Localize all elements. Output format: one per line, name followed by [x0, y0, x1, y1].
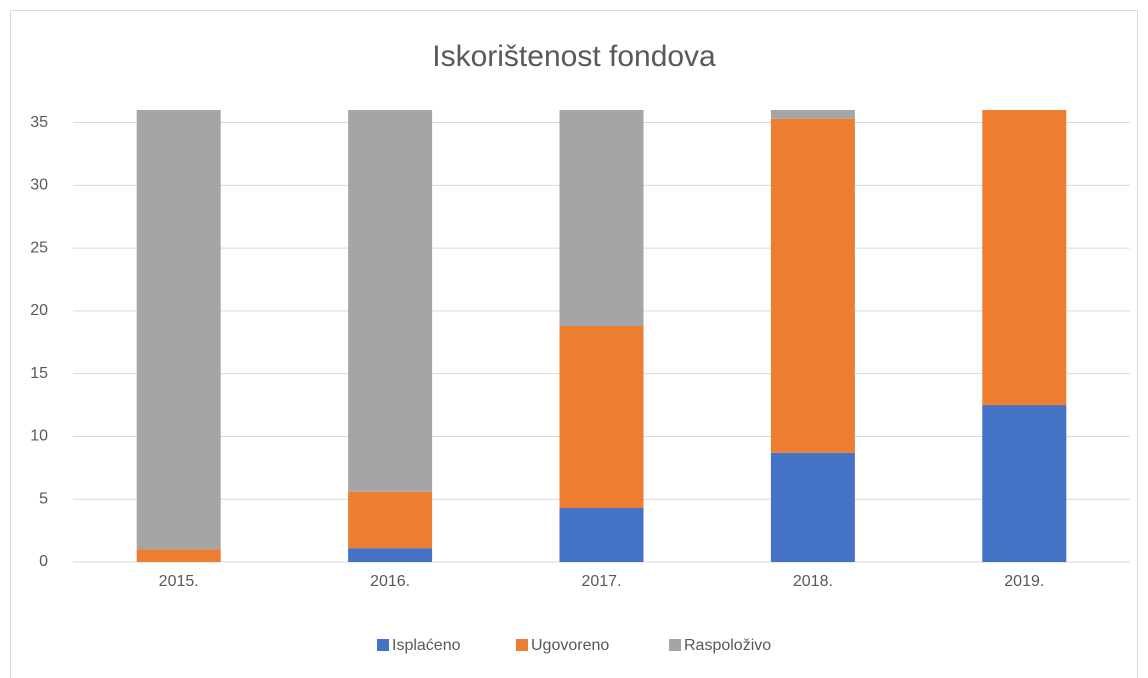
bar-segment	[770, 452, 855, 562]
y-tick-label: 30	[30, 177, 48, 194]
bar-segment	[770, 118, 855, 453]
bar-segment	[136, 110, 221, 550]
bar-segment	[982, 110, 1067, 406]
chart-border	[10, 10, 1138, 678]
bar-segment	[770, 110, 855, 119]
y-tick-label: 25	[30, 239, 48, 256]
legend-label: Ugovoreno	[531, 637, 609, 654]
chart-title: Iskorištenost fondova	[432, 40, 716, 73]
bar-segment	[136, 549, 221, 562]
bar-segment	[559, 325, 644, 509]
bar-segment	[348, 548, 433, 562]
bar-segment	[348, 110, 433, 492]
x-tick-label: 2019.	[1004, 573, 1044, 590]
legend-swatch	[516, 639, 528, 651]
x-tick-label: 2017.	[581, 573, 621, 590]
bar-segment	[559, 508, 644, 562]
y-tick-label: 20	[30, 302, 48, 319]
legend-swatch	[669, 639, 681, 651]
y-tick-label: 15	[30, 365, 48, 382]
y-tick-label: 10	[30, 428, 48, 445]
x-tick-label: 2018.	[793, 573, 833, 590]
legend-swatch	[377, 639, 389, 651]
bar-segment	[559, 110, 644, 326]
y-tick-label: 5	[39, 490, 48, 507]
bar-segment	[982, 405, 1067, 562]
y-tick-label: 0	[39, 553, 48, 570]
legend-label: Raspoloživo	[684, 637, 771, 654]
x-tick-label: 2015.	[159, 573, 199, 590]
bar-segment	[348, 491, 433, 549]
x-tick-label: 2016.	[370, 573, 410, 590]
y-tick-label: 35	[30, 114, 48, 131]
legend-label: Isplaćeno	[392, 637, 461, 654]
